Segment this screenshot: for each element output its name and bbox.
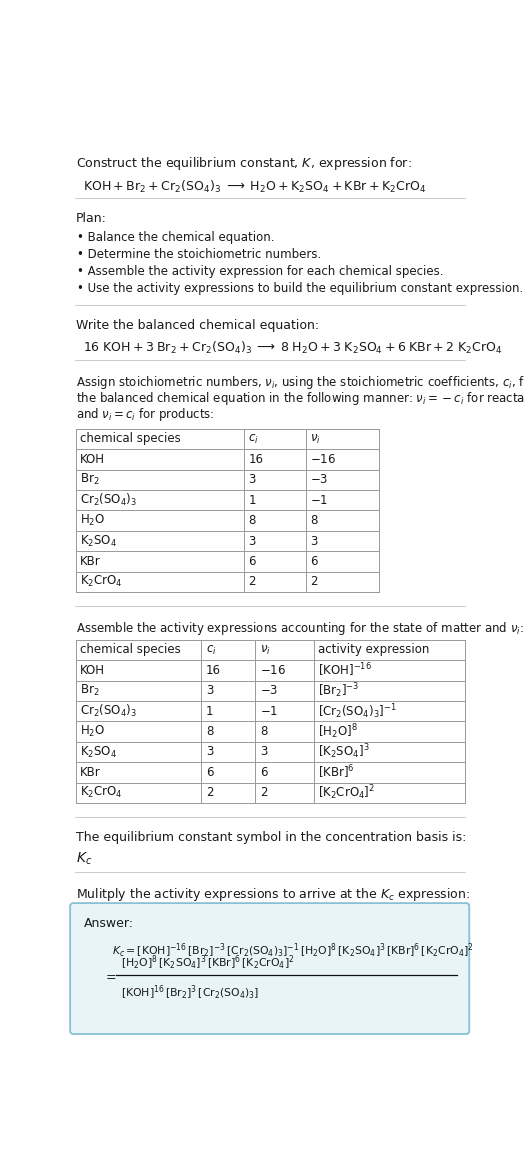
Text: $=$: $=$ — [103, 969, 116, 981]
Text: 3: 3 — [248, 534, 256, 547]
Text: $-1$: $-1$ — [310, 494, 329, 506]
Text: Assemble the activity expressions accounting for the state of matter and $\nu_i$: Assemble the activity expressions accoun… — [75, 620, 523, 637]
Text: • Assemble the activity expression for each chemical species.: • Assemble the activity expression for e… — [77, 265, 444, 278]
Text: 3: 3 — [206, 684, 213, 698]
Text: • Use the activity expressions to build the equilibrium constant expression.: • Use the activity expressions to build … — [77, 281, 523, 295]
Text: $c_i$: $c_i$ — [206, 643, 216, 657]
Text: 1: 1 — [248, 494, 256, 506]
Text: $\mathrm{Br_2}$: $\mathrm{Br_2}$ — [80, 473, 100, 488]
Text: $-16$: $-16$ — [310, 453, 336, 466]
Text: $\mathrm{Cr_2(SO_4)_3}$: $\mathrm{Cr_2(SO_4)_3}$ — [80, 704, 137, 719]
Text: $\mathrm{Cr_2(SO_4)_3}$: $\mathrm{Cr_2(SO_4)_3}$ — [80, 492, 137, 509]
Text: 3: 3 — [248, 474, 256, 487]
Text: 2: 2 — [248, 575, 256, 588]
Text: Assign stoichiometric numbers, $\nu_i$, using the stoichiometric coefficients, $: Assign stoichiometric numbers, $\nu_i$, … — [75, 375, 524, 391]
Text: Write the balanced chemical equation:: Write the balanced chemical equation: — [75, 319, 319, 331]
Text: $c_i$: $c_i$ — [248, 433, 259, 446]
Text: KBr: KBr — [80, 766, 101, 778]
Text: the balanced chemical equation in the following manner: $\nu_i = -c_i$ for react: the balanced chemical equation in the fo… — [75, 390, 524, 407]
Text: 6: 6 — [206, 766, 213, 778]
Text: $-3$: $-3$ — [310, 474, 329, 487]
Text: $[\mathrm{H_2O}]^{8}$: $[\mathrm{H_2O}]^{8}$ — [318, 722, 358, 741]
Text: $\mathrm{H_2O}$: $\mathrm{H_2O}$ — [80, 724, 105, 739]
Text: $-16$: $-16$ — [260, 664, 286, 677]
Text: $[\mathrm{KBr}]^{6}$: $[\mathrm{KBr}]^{6}$ — [318, 763, 355, 781]
Text: $\mathrm{K_2SO_4}$: $\mathrm{K_2SO_4}$ — [80, 745, 117, 760]
Text: $-1$: $-1$ — [260, 705, 278, 718]
Text: $[\mathrm{H_2O}]^{8}\,[\mathrm{K_2SO_4}]^{3}\,[\mathrm{KBr}]^{6}\,[\mathrm{K_2Cr: $[\mathrm{H_2O}]^{8}\,[\mathrm{K_2SO_4}]… — [121, 953, 295, 972]
Text: $\nu_i$: $\nu_i$ — [260, 643, 271, 657]
Text: 3: 3 — [310, 534, 318, 547]
Text: and $\nu_i = c_i$ for products:: and $\nu_i = c_i$ for products: — [75, 406, 214, 424]
Text: 1: 1 — [206, 705, 213, 718]
Text: $\mathrm{16\;KOH + 3\;Br_2 + Cr_2(SO_4)_3 \;\longrightarrow\; 8\;H_2O + 3\;K_2SO: $\mathrm{16\;KOH + 3\;Br_2 + Cr_2(SO_4)_… — [83, 341, 503, 356]
Text: chemical species: chemical species — [80, 643, 181, 657]
Text: 6: 6 — [310, 555, 318, 568]
Text: $\mathrm{H_2O}$: $\mathrm{H_2O}$ — [80, 513, 105, 529]
Text: 2: 2 — [260, 787, 268, 799]
Text: 6: 6 — [248, 555, 256, 568]
Text: $\mathrm{KOH + Br_2 + Cr_2(SO_4)_3 \;\longrightarrow\; H_2O + K_2SO_4 + KBr + K_: $\mathrm{KOH + Br_2 + Cr_2(SO_4)_3 \;\lo… — [83, 179, 427, 195]
Text: 3: 3 — [206, 746, 213, 759]
Text: $[\mathrm{Br_2}]^{-3}$: $[\mathrm{Br_2}]^{-3}$ — [318, 682, 359, 700]
Text: $\mathrm{K_2SO_4}$: $\mathrm{K_2SO_4}$ — [80, 533, 117, 548]
Text: Plan:: Plan: — [75, 211, 106, 225]
Text: KBr: KBr — [80, 555, 101, 568]
Text: $\mathrm{K_2CrO_4}$: $\mathrm{K_2CrO_4}$ — [80, 574, 123, 589]
Text: Construct the equilibrium constant, $K$, expression for:: Construct the equilibrium constant, $K$,… — [75, 155, 411, 173]
Text: KOH: KOH — [80, 664, 105, 677]
Text: KOH: KOH — [80, 453, 105, 466]
Text: Answer:: Answer: — [84, 917, 134, 930]
Text: 2: 2 — [310, 575, 318, 588]
Text: $K_c = [\mathrm{KOH}]^{-16}\,[\mathrm{Br_2}]^{-3}\,[\mathrm{Cr_2(SO_4)_3}]^{-1}\: $K_c = [\mathrm{KOH}]^{-16}\,[\mathrm{Br… — [112, 942, 474, 960]
Text: 6: 6 — [260, 766, 268, 778]
Text: Mulitply the activity expressions to arrive at the $K_c$ expression:: Mulitply the activity expressions to arr… — [75, 886, 470, 903]
Text: $-3$: $-3$ — [260, 684, 278, 698]
Text: 8: 8 — [248, 515, 256, 527]
Text: $[\mathrm{K_2CrO_4}]^{2}$: $[\mathrm{K_2CrO_4}]^{2}$ — [318, 783, 375, 802]
FancyBboxPatch shape — [70, 903, 470, 1034]
Text: $[\mathrm{K_2SO_4}]^{3}$: $[\mathrm{K_2SO_4}]^{3}$ — [318, 742, 370, 761]
Text: 16: 16 — [206, 664, 221, 677]
Text: $[\mathrm{KOH}]^{-16}$: $[\mathrm{KOH}]^{-16}$ — [318, 662, 372, 679]
Text: • Determine the stoichiometric numbers.: • Determine the stoichiometric numbers. — [77, 247, 321, 261]
Text: 2: 2 — [206, 787, 213, 799]
Text: chemical species: chemical species — [80, 433, 181, 446]
Text: The equilibrium constant symbol in the concentration basis is:: The equilibrium constant symbol in the c… — [75, 831, 466, 844]
Text: $\mathrm{K_2CrO_4}$: $\mathrm{K_2CrO_4}$ — [80, 785, 123, 801]
Text: 8: 8 — [260, 725, 267, 738]
Text: 8: 8 — [206, 725, 213, 738]
Text: $K_c$: $K_c$ — [75, 851, 92, 867]
Text: $[\mathrm{KOH}]^{16}\,[\mathrm{Br_2}]^{3}\,[\mathrm{Cr_2(SO_4)_3}]$: $[\mathrm{KOH}]^{16}\,[\mathrm{Br_2}]^{3… — [121, 984, 259, 1001]
Text: • Balance the chemical equation.: • Balance the chemical equation. — [77, 231, 275, 244]
Text: activity expression: activity expression — [318, 643, 430, 657]
Text: $\mathrm{Br_2}$: $\mathrm{Br_2}$ — [80, 683, 100, 698]
Text: 16: 16 — [248, 453, 264, 466]
Text: $\nu_i$: $\nu_i$ — [310, 433, 321, 446]
Text: 8: 8 — [310, 515, 318, 527]
Text: $[\mathrm{Cr_2(SO_4)_3}]^{-1}$: $[\mathrm{Cr_2(SO_4)_3}]^{-1}$ — [318, 701, 397, 720]
Text: 3: 3 — [260, 746, 267, 759]
